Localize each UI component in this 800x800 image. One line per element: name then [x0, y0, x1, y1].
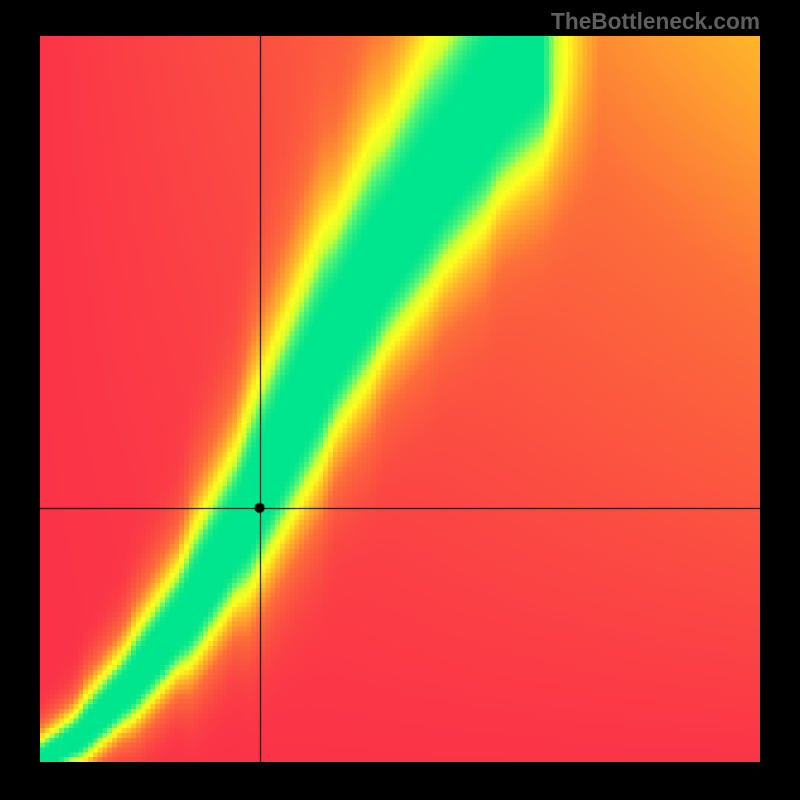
crosshair-overlay [40, 36, 760, 762]
watermark-text: TheBottleneck.com [551, 8, 760, 35]
